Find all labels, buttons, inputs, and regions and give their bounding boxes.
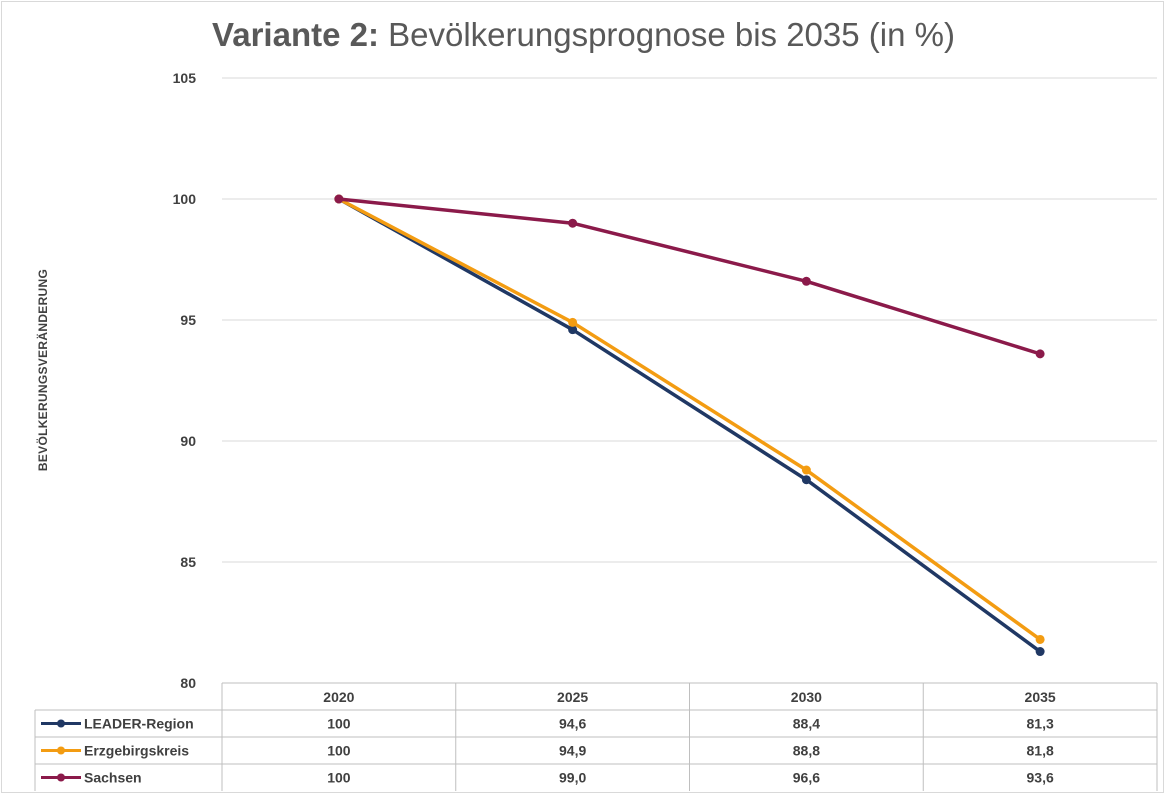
table-cell-sachsen-2020: 100: [327, 770, 351, 786]
series-line-leader-region: [338, 197, 1042, 653]
table-cell-erzgebirgskreis-2030: 88,8: [793, 743, 820, 759]
legend-marker-leader-region: [57, 719, 65, 728]
legend-marker-erzgebirgskreis: [57, 746, 65, 755]
data-point-leader-region-2025: [568, 325, 578, 335]
data-point-leader-region-2035: [1035, 647, 1045, 657]
y-tick-label-80: 80: [180, 675, 196, 691]
chart-title: Variante 2: Bevölkerungsprognose bis 203…: [0, 16, 1167, 54]
series-line-sachsen: [338, 197, 1041, 356]
legend-label-erzgebirgskreis: Erzgebirgskreis: [84, 743, 189, 759]
table-cell-leader-region-2020: 100: [327, 716, 351, 732]
table-cell-leader-region-2030: 88,4: [793, 716, 820, 732]
series-line-erzgebirgskreis: [338, 197, 1042, 641]
table-cell-sachsen-2035: 93,6: [1027, 770, 1054, 786]
legend-label-leader-region: LEADER-Region: [84, 716, 194, 732]
chart-title-rest: Bevölkerungsprognose bis 2035 (in %): [388, 16, 955, 53]
y-tick-label-100: 100: [173, 191, 197, 207]
table-cell-erzgebirgskreis-2025: 94,9: [559, 743, 586, 759]
data-point-erzgebirgskreis-2035: [1035, 634, 1045, 644]
y-tick-label-95: 95: [180, 312, 196, 328]
y-tick-label-105: 105: [173, 70, 197, 86]
y-tick-label-90: 90: [180, 433, 196, 449]
data-point-erzgebirgskreis-2030: [801, 465, 811, 475]
x-category-label-2030: 2030: [791, 689, 822, 705]
table-cell-sachsen-2025: 99,0: [559, 770, 586, 786]
data-point-sachsen-2025: [568, 218, 578, 228]
data-point-leader-region-2030: [801, 475, 811, 485]
y-tick-label-85: 85: [180, 554, 196, 570]
legend-label-sachsen: Sachsen: [84, 770, 142, 786]
table-cell-sachsen-2030: 96,6: [793, 770, 820, 786]
legend-marker-sachsen: [57, 773, 65, 782]
table-cell-leader-region-2035: 81,3: [1027, 716, 1054, 732]
table-cell-leader-region-2025: 94,6: [559, 716, 586, 732]
x-category-label-2035: 2035: [1025, 689, 1056, 705]
data-point-sachsen-2035: [1035, 349, 1045, 359]
data-point-erzgebirgskreis-2025: [568, 317, 578, 327]
chart-title-bold: Variante 2:: [212, 16, 379, 53]
x-category-label-2025: 2025: [557, 689, 588, 705]
data-point-sachsen-2020: [334, 194, 344, 204]
data-point-sachsen-2030: [801, 276, 811, 286]
x-category-label-2020: 2020: [323, 689, 354, 705]
table-cell-erzgebirgskreis-2035: 81,8: [1027, 743, 1054, 759]
table-cell-erzgebirgskreis-2020: 100: [327, 743, 351, 759]
